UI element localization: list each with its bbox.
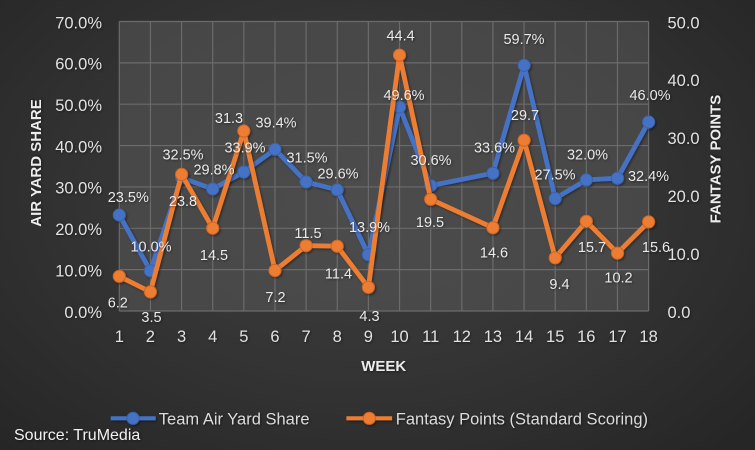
svg-text:AIR YARD SHARE: AIR YARD SHARE xyxy=(28,99,45,227)
svg-text:14: 14 xyxy=(515,328,533,346)
svg-text:15.7: 15.7 xyxy=(578,240,606,256)
svg-text:30.0: 30.0 xyxy=(668,130,700,148)
svg-text:16: 16 xyxy=(577,328,595,346)
svg-text:50.0: 50.0 xyxy=(668,14,700,32)
svg-text:31.3: 31.3 xyxy=(215,111,243,127)
svg-text:6.2: 6.2 xyxy=(108,296,128,312)
svg-text:14.6: 14.6 xyxy=(480,246,508,262)
svg-text:0.0: 0.0 xyxy=(668,304,691,322)
svg-text:39.4%: 39.4% xyxy=(255,116,296,132)
svg-text:59.7%: 59.7% xyxy=(503,32,544,48)
svg-text:11: 11 xyxy=(422,328,439,346)
svg-text:31.5%: 31.5% xyxy=(286,151,327,167)
svg-text:17: 17 xyxy=(608,328,626,346)
svg-text:Fantasy Points (Standard Scori: Fantasy Points (Standard Scoring) xyxy=(396,411,648,429)
svg-text:32.5%: 32.5% xyxy=(162,148,203,164)
svg-text:32.4%: 32.4% xyxy=(628,169,669,185)
svg-text:10.0: 10.0 xyxy=(668,246,700,264)
svg-text:30.0%: 30.0% xyxy=(55,180,102,198)
svg-text:4.3: 4.3 xyxy=(359,309,379,325)
svg-text:23.8: 23.8 xyxy=(169,194,197,210)
svg-text:20.0%: 20.0% xyxy=(55,221,102,239)
svg-text:10.0%: 10.0% xyxy=(130,240,171,256)
svg-text:15: 15 xyxy=(546,328,564,346)
svg-text:11.4: 11.4 xyxy=(325,267,352,283)
svg-text:Source: TruMedia: Source: TruMedia xyxy=(14,427,140,444)
svg-text:33.9%: 33.9% xyxy=(224,141,265,157)
svg-text:WEEK: WEEK xyxy=(361,358,406,375)
svg-text:13: 13 xyxy=(484,328,502,346)
svg-text:60.0%: 60.0% xyxy=(55,56,102,74)
svg-text:2: 2 xyxy=(146,328,155,346)
svg-text:8: 8 xyxy=(333,328,342,346)
svg-text:70.0%: 70.0% xyxy=(55,14,102,32)
svg-text:10.0%: 10.0% xyxy=(55,262,102,280)
svg-text:19.5: 19.5 xyxy=(416,215,444,231)
svg-text:12: 12 xyxy=(453,328,471,346)
svg-text:7: 7 xyxy=(302,328,311,346)
svg-text:7.2: 7.2 xyxy=(265,290,285,306)
svg-text:11.5: 11.5 xyxy=(294,226,321,242)
svg-text:10.2: 10.2 xyxy=(604,271,632,287)
svg-text:40.0%: 40.0% xyxy=(55,138,102,156)
svg-text:3.5: 3.5 xyxy=(141,310,161,326)
svg-text:Team Air Yard Share: Team Air Yard Share xyxy=(159,411,310,429)
svg-text:49.6%: 49.6% xyxy=(383,88,424,104)
svg-text:0.0%: 0.0% xyxy=(64,304,102,322)
svg-text:3: 3 xyxy=(177,328,186,346)
svg-text:29.7: 29.7 xyxy=(511,108,539,124)
svg-text:33.6%: 33.6% xyxy=(474,141,515,157)
svg-text:4: 4 xyxy=(208,328,217,346)
svg-text:FANTASY POINTS: FANTASY POINTS xyxy=(708,95,725,224)
svg-text:9: 9 xyxy=(364,328,373,346)
svg-text:5: 5 xyxy=(239,328,248,346)
svg-text:50.0%: 50.0% xyxy=(55,97,102,115)
svg-text:29.8%: 29.8% xyxy=(193,163,234,179)
svg-text:29.6%: 29.6% xyxy=(317,167,358,183)
svg-text:20.0: 20.0 xyxy=(668,188,700,206)
svg-text:44.4: 44.4 xyxy=(386,29,414,45)
svg-text:32.0%: 32.0% xyxy=(567,148,608,164)
svg-text:27.5%: 27.5% xyxy=(534,168,575,184)
svg-text:40.0: 40.0 xyxy=(668,72,700,90)
svg-text:23.5%: 23.5% xyxy=(108,190,149,206)
svg-text:15.6: 15.6 xyxy=(642,240,670,256)
svg-text:9.4: 9.4 xyxy=(549,277,569,293)
svg-text:6: 6 xyxy=(270,328,279,346)
svg-text:46.0%: 46.0% xyxy=(629,88,670,104)
svg-text:18: 18 xyxy=(639,328,657,346)
svg-text:14.5: 14.5 xyxy=(200,248,228,264)
svg-text:1: 1 xyxy=(115,328,124,346)
svg-text:13.9%: 13.9% xyxy=(349,220,390,236)
svg-text:10: 10 xyxy=(390,328,408,346)
svg-text:30.6%: 30.6% xyxy=(410,153,451,169)
